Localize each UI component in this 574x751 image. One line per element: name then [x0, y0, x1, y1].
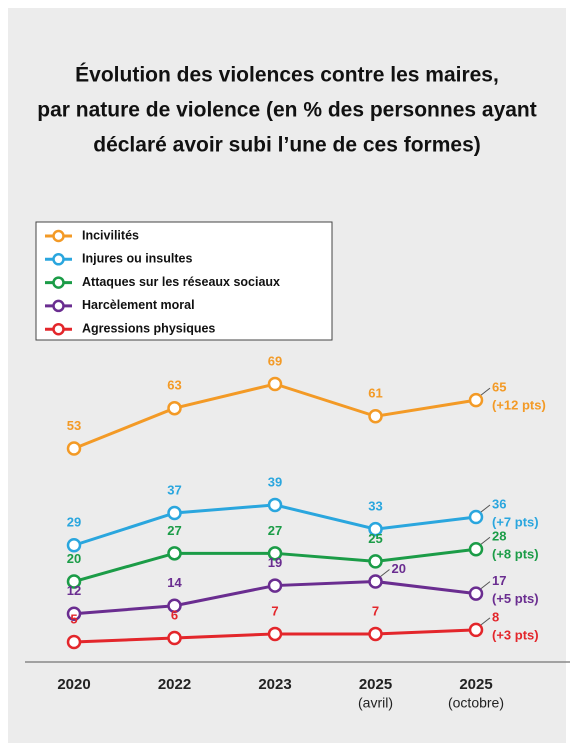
- legend-swatch: [52, 322, 65, 336]
- data-point: [267, 376, 283, 392]
- change-label: (+5 pts): [492, 591, 539, 606]
- legend-label: Injures ou insultes: [82, 252, 192, 266]
- x-tick-label: 2025: [359, 676, 392, 693]
- data-label: 53: [67, 418, 81, 433]
- data-label: 7: [271, 603, 278, 618]
- data-point: [66, 538, 82, 553]
- data-point: [468, 509, 484, 525]
- data-label: 33: [368, 499, 382, 514]
- data-label: 6: [171, 607, 178, 622]
- chart-title: par nature de violence (en % des personn…: [37, 99, 537, 122]
- label-leader: [480, 617, 491, 626]
- data-label: 7: [372, 603, 379, 618]
- data-label: 27: [268, 523, 282, 538]
- data-point: [368, 626, 383, 642]
- data-label: 28: [492, 529, 506, 544]
- panel: [8, 8, 566, 743]
- data-label: 39: [268, 474, 282, 489]
- legend-swatch: [52, 253, 65, 266]
- change-label: (+12 pts): [492, 398, 546, 413]
- legend-label: Harcèlement moral: [82, 298, 195, 312]
- data-label: 61: [368, 386, 382, 401]
- data-label: 12: [67, 583, 81, 598]
- data-point: [468, 622, 484, 638]
- legend-swatch: [52, 299, 65, 313]
- data-label: 36: [492, 496, 506, 511]
- x-tick-label: 2022: [158, 676, 191, 693]
- data-label: 65: [492, 380, 506, 395]
- data-point: [468, 392, 484, 408]
- data-label: 69: [268, 353, 282, 368]
- data-label: 29: [67, 515, 81, 530]
- label-leader: [480, 581, 491, 590]
- chart-title: Évolution des violences contre les maire…: [75, 64, 499, 87]
- x-tick-label: 2023: [258, 676, 291, 693]
- x-tick-note: (octobre): [448, 695, 504, 711]
- data-point: [267, 497, 283, 513]
- data-label: 8: [492, 609, 499, 624]
- legend-swatch: [52, 276, 65, 289]
- legend-label: Incivilités: [82, 228, 139, 242]
- data-point: [468, 542, 484, 557]
- legend: [35, 221, 333, 341]
- change-label: (+8 pts): [492, 547, 539, 562]
- data-label: 5: [70, 611, 77, 626]
- label-leader: [480, 387, 491, 396]
- data-label: 17: [492, 573, 506, 588]
- data-point: [167, 630, 182, 646]
- data-point: [66, 574, 82, 589]
- data-point: [167, 505, 182, 521]
- legend-label: Attaques sur les réseaux sociaux: [82, 275, 280, 289]
- label-leader: [480, 504, 491, 513]
- data-point: [368, 574, 383, 589]
- legend-label: Agressions physiques: [82, 321, 215, 335]
- x-tick-label: 2020: [57, 676, 90, 693]
- data-point: [368, 409, 383, 424]
- data-point: [368, 554, 383, 569]
- label-leader: [480, 536, 491, 545]
- data-label: 37: [167, 482, 181, 497]
- data-point: [368, 521, 383, 537]
- chart-title: déclaré avoir subi l’une de ces formes): [93, 134, 481, 157]
- data-point: [66, 606, 82, 622]
- data-point: [66, 634, 82, 650]
- change-label: (+7 pts): [492, 514, 539, 529]
- data-label: 25: [368, 531, 382, 546]
- data-point: [167, 546, 182, 561]
- data-point: [267, 626, 283, 642]
- data-label: 19: [268, 555, 282, 570]
- x-tick-label: 2025: [459, 676, 492, 693]
- data-label: 14: [167, 575, 182, 590]
- data-point: [267, 578, 283, 593]
- label-leader: [380, 569, 390, 577]
- data-label: 20: [67, 551, 81, 566]
- data-label: 63: [167, 378, 181, 393]
- data-point: [167, 598, 182, 613]
- legend-swatch: [52, 229, 65, 243]
- data-point: [167, 400, 182, 416]
- data-label: 20: [392, 561, 406, 576]
- data-point: [267, 546, 283, 561]
- change-label: (+3 pts): [492, 627, 539, 642]
- data-label: 27: [167, 523, 181, 538]
- data-point: [468, 586, 484, 601]
- x-tick-note: (avril): [358, 695, 393, 711]
- data-point: [66, 441, 82, 456]
